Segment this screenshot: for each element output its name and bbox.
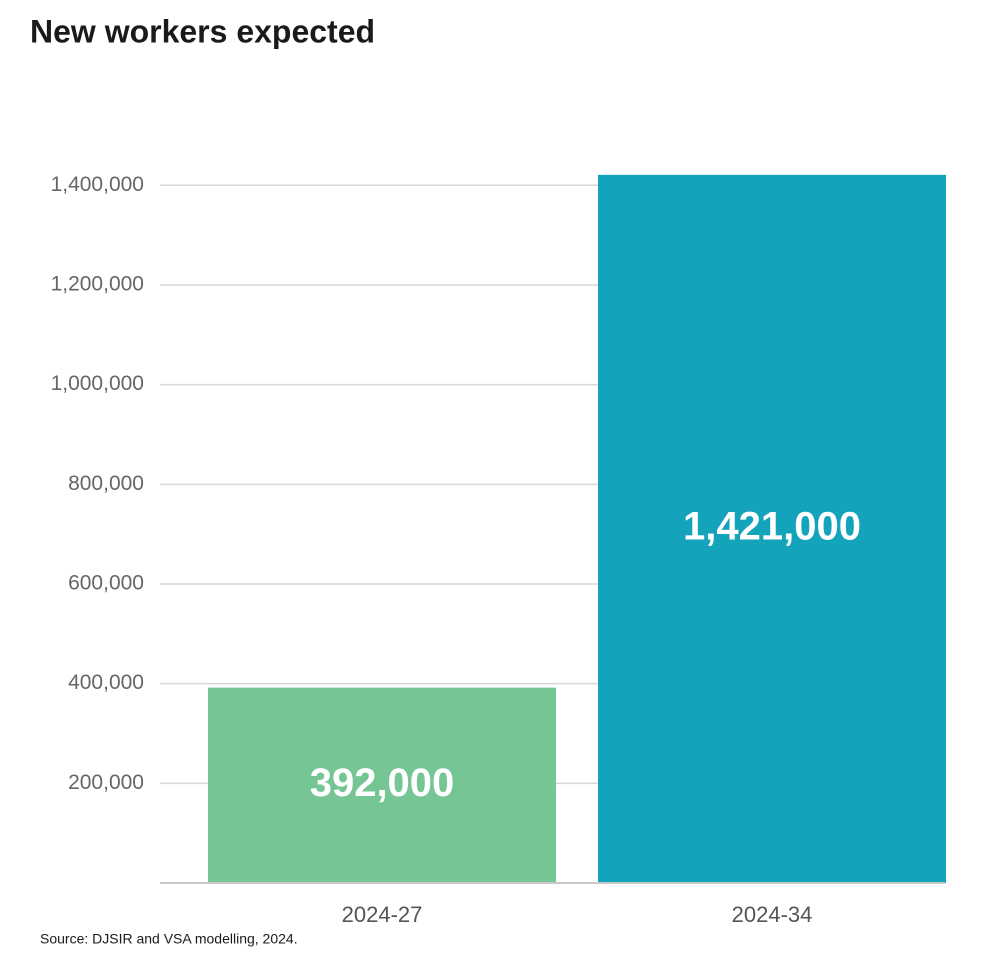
y-tick-label: 1,400,000	[51, 173, 144, 196]
y-tick-label: 600,000	[68, 572, 144, 595]
source-note: Source: DJSIR and VSA modelling, 2024.	[40, 931, 298, 947]
y-tick-label: 200,000	[68, 771, 144, 794]
value-label: 392,000	[310, 761, 455, 805]
x-tick-label: 2024-34	[732, 902, 813, 927]
y-tick-label: 400,000	[68, 671, 144, 694]
value-label: 1,421,000	[683, 504, 861, 548]
y-tick-label: 800,000	[68, 472, 144, 495]
y-tick-label: 1,200,000	[51, 273, 144, 296]
bar	[598, 174, 946, 883]
y-tick-label: 1,000,000	[51, 372, 144, 395]
x-tick-label: 2024-27	[342, 902, 423, 927]
chart-title: New workers expected	[30, 13, 375, 49]
bar	[208, 687, 556, 883]
